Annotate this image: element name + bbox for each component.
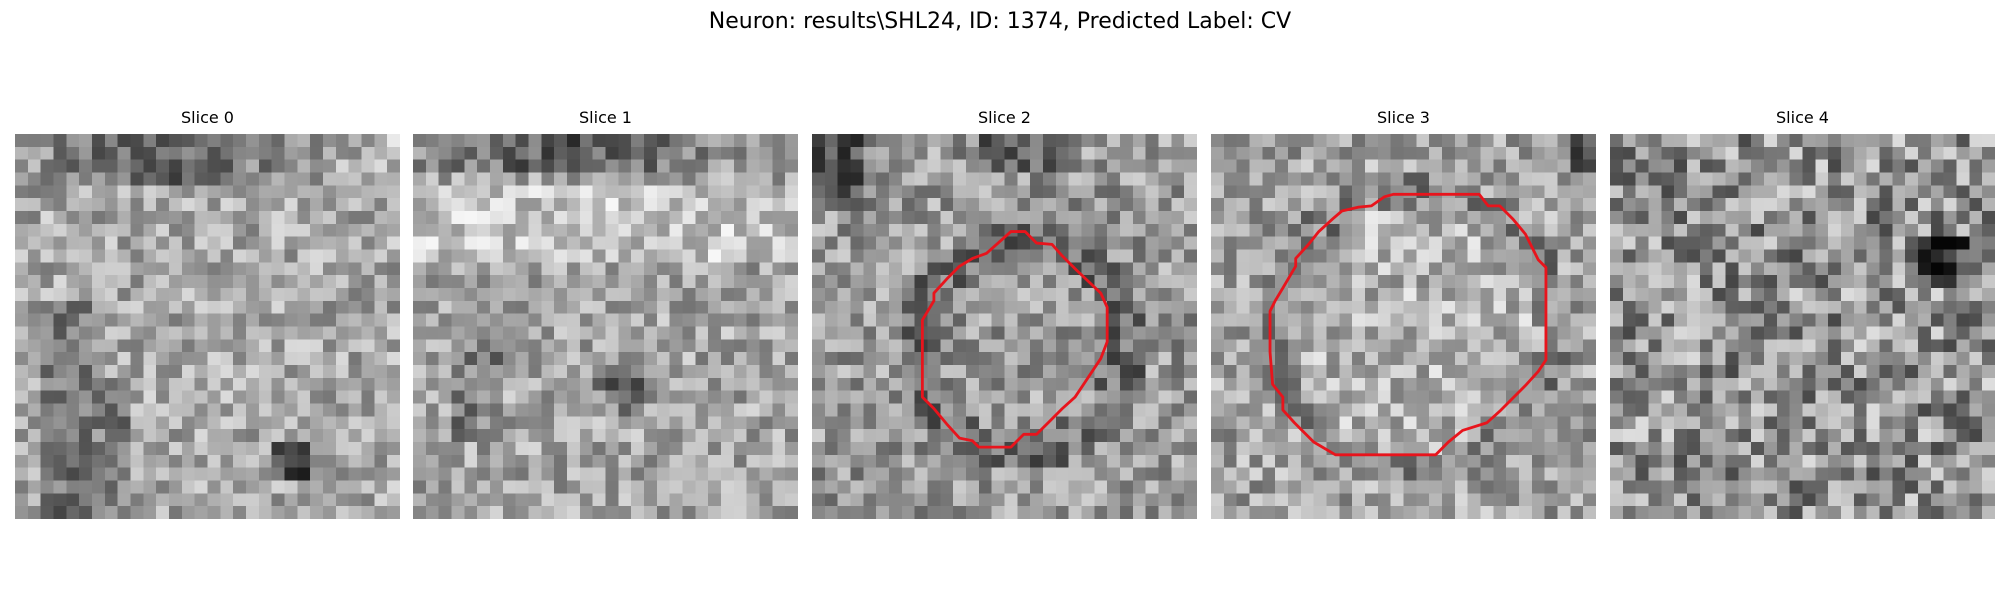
slice-panel-4: Slice 4 [1610, 108, 1995, 128]
slice-image-3 [1211, 134, 1596, 519]
slice-panel-1: Slice 1 [413, 108, 798, 128]
slice-title-3: Slice 3 [1211, 108, 1596, 128]
slice-title-4: Slice 4 [1610, 108, 1995, 128]
pixel-grid [812, 134, 1197, 519]
slice-panel-2: Slice 2 [812, 108, 1197, 128]
slice-title-0: Slice 0 [15, 108, 400, 128]
figure-title: Neuron: results\SHL24, ID: 1374, Predict… [0, 8, 2000, 36]
slice-panel-3: Slice 3 [1211, 108, 1596, 128]
slice-image-1 [413, 134, 798, 519]
slice-panel-0: Slice 0 [15, 108, 400, 128]
pixel-grid [15, 134, 400, 519]
slice-image-4 [1610, 134, 1995, 519]
slice-image-0 [15, 134, 400, 519]
slice-title-1: Slice 1 [413, 108, 798, 128]
pixel-grid [413, 134, 798, 519]
slice-title-2: Slice 2 [812, 108, 1197, 128]
pixel-grid [1610, 134, 1995, 519]
slice-image-2 [812, 134, 1197, 519]
